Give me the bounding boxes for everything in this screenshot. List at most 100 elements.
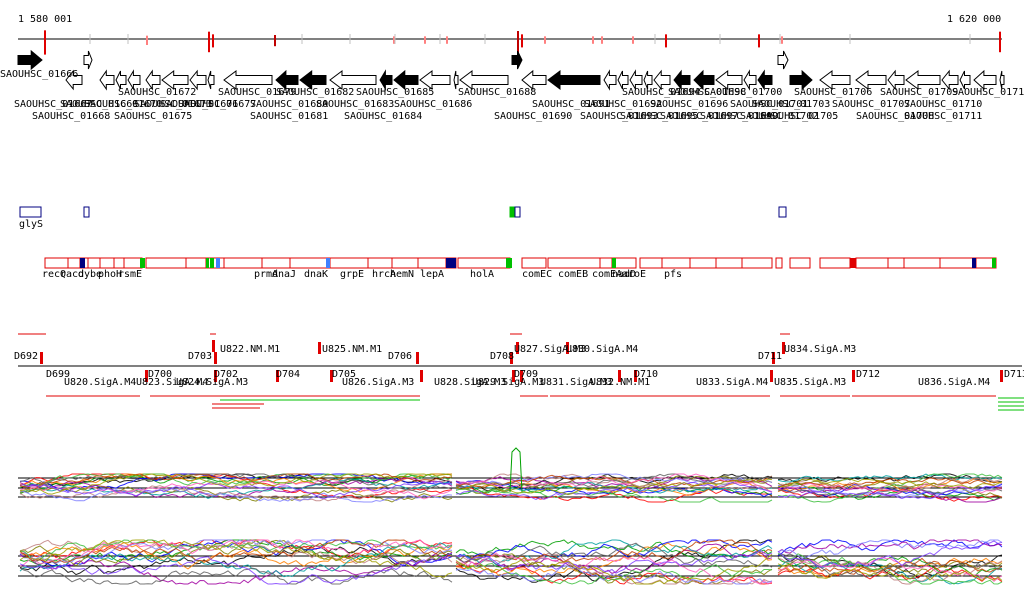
reg-label-bottom-1[interactable]: U823.SigA.M4 [136, 377, 209, 388]
reg-label-bottom-10[interactable]: U836.SigA.M4 [918, 377, 991, 388]
gene-label-upper-10[interactable]: SAOUHSC_01682 [276, 87, 355, 98]
gene-label-lower-7[interactable]: SAOUHSC_01697 [660, 111, 739, 122]
reg-label-upper-9[interactable]: U834.SigA.M3 [784, 344, 857, 355]
reg-label-lower-4[interactable]: D705 [332, 369, 357, 380]
gene-label-lower-9[interactable]: SAOUHSC_01702 [740, 111, 819, 122]
gene-label-lower-3[interactable]: SAOUHSC_01684 [344, 111, 423, 122]
reg-label-upper-6[interactable]: U827.SigA.M3 [514, 344, 587, 355]
gene-name-2[interactable]: dybe [78, 269, 103, 280]
gene-name-16[interactable]: nadD [612, 269, 637, 280]
gene-label-upper-25[interactable]: SAOUHSC_01709 [880, 87, 959, 98]
reg-marker-10 [772, 352, 775, 364]
reg-label-bottom-9[interactable]: U835.SigA.M3 [774, 377, 847, 388]
gene-label-upper-0[interactable]: SAOUHSC_01666 [0, 69, 79, 80]
reg-label-upper-5[interactable]: D708 [490, 351, 515, 362]
gene-name-8[interactable]: grpE [340, 269, 365, 280]
gene-arrow-41 [999, 70, 1005, 90]
gene-label-upper-17[interactable]: SAOUHSC_01694 [622, 87, 701, 98]
reg-label-bottom-8[interactable]: U833.SigA.M4 [696, 377, 769, 388]
gene-label-upper-21[interactable]: SAOUHSC_01701 [730, 99, 809, 110]
reg-label-bottom-5[interactable]: U829.SigA.M3 [472, 377, 545, 388]
reg-label-bottom-7[interactable]: U832.NM.M1 [590, 377, 651, 388]
gene-name-14[interactable]: comEB [558, 269, 589, 280]
reg-label-upper-2[interactable]: U822.NM.M1 [220, 344, 281, 355]
gene-label-upper-5[interactable]: SAOUHSC_01673 [134, 99, 213, 110]
gene-label-lower-12[interactable]: SAOUHSC_01711 [904, 111, 983, 122]
gene-name-18[interactable]: pfs [664, 269, 683, 280]
gene-name-11[interactable]: lepA [420, 269, 445, 280]
gene-label-lower-6[interactable]: SAOUHSC_01695 [620, 111, 699, 122]
reg-label-lower-1[interactable]: D700 [148, 369, 173, 380]
gene-label-upper-8[interactable]: SAOUHSC_01679 [218, 87, 297, 98]
reg-label-lower-0[interactable]: D699 [46, 369, 71, 380]
gene-label-upper-24[interactable]: SAOUHSC_01707 [832, 99, 911, 110]
gene-label-lower-2[interactable]: SAOUHSC_01681 [250, 111, 329, 122]
gene-name-12[interactable]: holA [470, 269, 495, 280]
reg-label-lower-5[interactable]: D709 [514, 369, 539, 380]
gene-label-upper-7[interactable]: SAOUHSC_01677 [178, 99, 257, 110]
reg-label-upper-1[interactable]: D703 [188, 351, 213, 362]
gene-label-upper-23[interactable]: SAOUHSC_01706 [794, 87, 873, 98]
reg-label-lower-8[interactable]: D713 [1004, 369, 1024, 380]
gene-label-lower-4[interactable]: SAOUHSC_01690 [494, 111, 573, 122]
gene-label-lower-10[interactable]: SAOUHSC_01705 [760, 111, 839, 122]
gene-label-upper-14[interactable]: SAOUHSC_01688 [458, 87, 537, 98]
gene-name-9[interactable]: hrcA [372, 269, 397, 280]
gene-label-upper-2[interactable]: SAOUHSC_01669 [60, 99, 139, 110]
reg-label-lower-3[interactable]: D704 [276, 369, 301, 380]
reg-label-bottom-2[interactable]: U824.SigA.M3 [176, 377, 249, 388]
gene-name-5[interactable]: prmA [254, 269, 279, 280]
gene-label-lower-8[interactable]: SAOUHSC_01699 [700, 111, 779, 122]
gene-name-15[interactable]: comEA [592, 269, 623, 280]
gene-label-upper-3[interactable]: SAOUHSC_01670 [84, 99, 163, 110]
gene-label-upper-4[interactable]: SAOUHSC_01672 [118, 87, 197, 98]
gene-name-3[interactable]: phoH [98, 269, 123, 280]
feature-label-glys[interactable]: glyS [19, 219, 44, 230]
gene-name-13[interactable]: comEC [522, 269, 553, 280]
expr-lower-panel-1-line-7 [455, 553, 773, 585]
reg-label-lower-6[interactable]: D710 [634, 369, 659, 380]
gene-name-6[interactable]: dnaJ [272, 269, 297, 280]
reg-marker-7 [510, 352, 513, 364]
gene-name-1[interactable]: racd [60, 269, 85, 280]
gene-name-10[interactable]: hemN [390, 269, 415, 280]
gene-name-7[interactable]: dnaK [304, 269, 329, 280]
gene-label-upper-20[interactable]: SAOUHSC_01700 [704, 87, 783, 98]
reg-label-bottom-6[interactable]: U831.SigA.M3 [540, 377, 613, 388]
gene-label-lower-1[interactable]: SAOUHSC_01675 [114, 111, 193, 122]
reg-label-bottom-0[interactable]: U820.SigA.M4 [64, 377, 137, 388]
reg-label-lower-2[interactable]: D702 [214, 369, 239, 380]
gene-label-upper-16[interactable]: SAOUHSC_01692 [584, 99, 663, 110]
reg-label-upper-8[interactable]: D711 [758, 351, 783, 362]
reg-label-upper-7[interactable]: U830.SigA.M4 [566, 344, 639, 355]
gene-label-upper-1[interactable]: SAOUHSC_01667 [14, 99, 93, 110]
gene-label-upper-11[interactable]: SAOUHSC_01683 [316, 99, 395, 110]
operon-box-4 [99, 257, 115, 269]
gene-label-upper-19[interactable]: SAOUHSC_01698 [668, 87, 747, 98]
gene-label-upper-27[interactable]: SAOUHSC_01712 [952, 87, 1024, 98]
gene-name-0[interactable]: recQ [42, 269, 67, 280]
operon-box-34 [903, 257, 941, 269]
reg-label-lower-7[interactable]: D712 [856, 369, 881, 380]
gene-name-4[interactable]: rsmE [118, 269, 143, 280]
gene-label-lower-11[interactable]: SAOUHSC_01708 [856, 111, 935, 122]
gene-label-upper-15[interactable]: SAOUHSC_01691 [532, 99, 611, 110]
reg-label-bottom-4[interactable]: U828.SigA.M3 [434, 377, 507, 388]
reg-label-upper-3[interactable]: U825.NM.M1 [322, 344, 383, 355]
gene-label-upper-22[interactable]: SAOUHSC_01703 [752, 99, 831, 110]
gene-label-upper-9[interactable]: SAOUHSC_01680 [250, 99, 329, 110]
gene-label-upper-18[interactable]: SAOUHSC_01696 [650, 99, 729, 110]
gene-name-17[interactable]: aroE [622, 269, 647, 280]
gene-label-lower-0[interactable]: SAOUHSC_01668 [32, 111, 111, 122]
reg-label-upper-4[interactable]: D706 [388, 351, 413, 362]
reg-label-bottom-3[interactable]: U826.SigA.M3 [342, 377, 415, 388]
gene-label-lower-5[interactable]: SAOUHSC_01693 [580, 111, 659, 122]
reg-label-upper-0[interactable]: D692 [14, 351, 39, 362]
gene-label-upper-12[interactable]: SAOUHSC_01685 [356, 87, 435, 98]
operon-mark-11 [992, 258, 996, 268]
expr-lower-panel-0-line-6 [19, 542, 453, 578]
gene-label-upper-26[interactable]: SAOUHSC_01710 [904, 99, 983, 110]
gene-label-upper-13[interactable]: SAOUHSC_01686 [394, 99, 473, 110]
gene-label-upper-6[interactable]: SAOUHSC_01676 [160, 99, 239, 110]
feature-box-glys [19, 206, 42, 218]
